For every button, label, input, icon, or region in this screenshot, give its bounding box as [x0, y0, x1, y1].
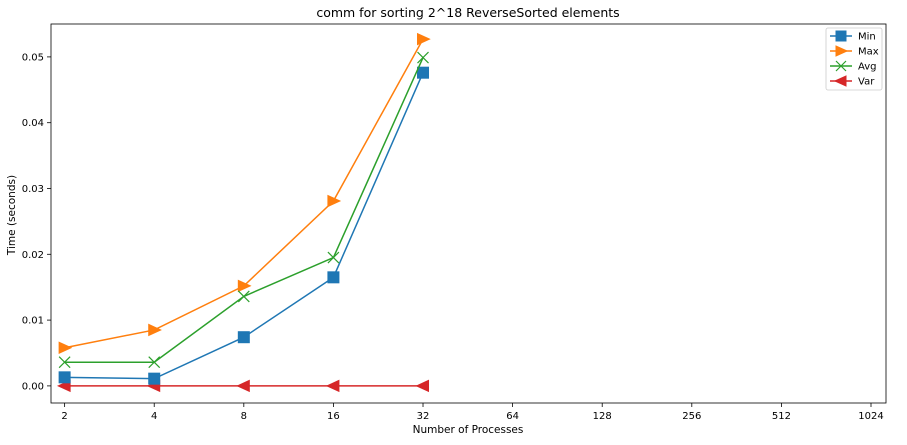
y-tick-label: 0.03 — [22, 184, 44, 195]
legend-label-var: Var — [858, 77, 875, 88]
legend-marker-avg — [835, 60, 847, 72]
legend-entry-var: Var — [830, 75, 875, 88]
series-line-avg — [64, 57, 424, 363]
y-tick-label: 0.01 — [22, 316, 44, 327]
x-axis-label: Number of Processes — [413, 424, 524, 436]
x-tick-label: 1024 — [858, 411, 883, 422]
legend-label-min: Min — [858, 32, 876, 43]
x-tick-label: 8 — [241, 411, 247, 422]
data-point-var — [325, 379, 340, 393]
x-tick-label: 256 — [682, 411, 701, 422]
legend-label-avg: Avg — [858, 62, 877, 73]
plot-area — [50, 23, 887, 404]
series-var — [56, 379, 430, 393]
legend-marker-max — [835, 45, 849, 57]
x-tick-label: 16 — [327, 411, 340, 422]
data-point-avg — [148, 356, 161, 369]
chart-title: comm for sorting 2^18 ReverseSorted elem… — [316, 5, 619, 20]
y-tick-label: 0.00 — [22, 381, 44, 392]
series-avg — [58, 51, 429, 369]
legend-entry-min: Min — [830, 30, 876, 43]
x-tick-label: 128 — [593, 411, 612, 422]
x-tick-label: 2 — [61, 411, 67, 422]
legend-entry-avg: Avg — [830, 60, 877, 73]
y-tick-label: 0.02 — [22, 250, 44, 261]
x-axis: 2 4 8 16 32 64 128 256 512 1024 — [61, 403, 884, 422]
y-tick-label: 0.04 — [22, 118, 44, 129]
data-point-var — [236, 379, 250, 393]
x-tick-label: 32 — [417, 411, 430, 422]
legend-marker-min — [835, 30, 847, 42]
x-tick-label: 512 — [772, 411, 791, 422]
y-axis-label: Time (seconds) — [6, 175, 18, 256]
series-min — [58, 66, 430, 385]
series-max — [58, 32, 431, 355]
data-point-avg — [58, 356, 71, 369]
data-point-min — [58, 371, 71, 384]
legend: Min Max Avg Var — [825, 27, 883, 91]
data-point-var — [415, 379, 430, 393]
data-point-min — [237, 331, 250, 344]
data-point-max — [417, 32, 431, 46]
data-point-max — [148, 323, 162, 337]
data-point-avg — [237, 290, 250, 303]
series-line-max — [64, 38, 424, 349]
data-point-max — [237, 279, 252, 293]
data-point-min — [327, 271, 340, 284]
data-point-avg — [417, 51, 429, 64]
plot-frame — [50, 23, 887, 404]
y-tick-label: 0.05 — [22, 52, 44, 63]
series-layer — [56, 32, 431, 393]
legend-label-max: Max — [858, 47, 879, 58]
data-point-max — [327, 194, 342, 208]
y-axis: 0.00 0.01 0.02 0.03 0.04 0.05 — [22, 52, 51, 392]
x-tick-label: 4 — [151, 411, 157, 422]
x-tick-label: 64 — [506, 411, 519, 422]
legend-entry-max: Max — [830, 45, 879, 58]
data-point-avg — [327, 251, 340, 264]
data-point-max — [58, 341, 73, 355]
data-point-min — [148, 372, 161, 385]
legend-marker-var — [833, 75, 847, 87]
legend-box — [825, 27, 883, 91]
data-point-min — [417, 66, 430, 79]
